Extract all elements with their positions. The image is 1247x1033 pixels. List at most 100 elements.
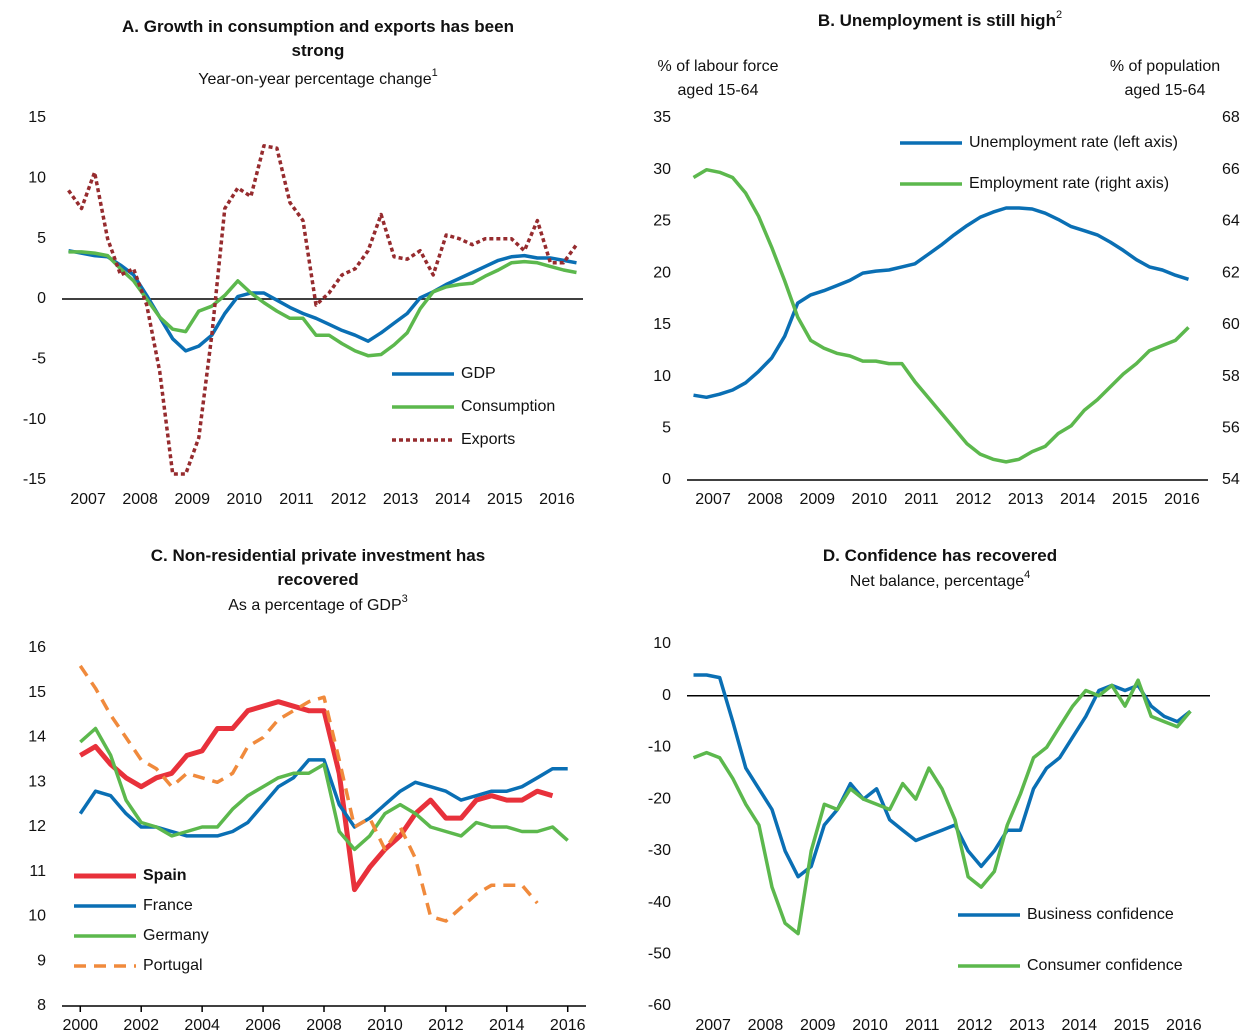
y-tick-label: -30 <box>648 842 671 859</box>
x-tick-label: 2013 <box>383 491 419 508</box>
y-tick-label: 25 <box>653 213 671 230</box>
y-tick-label: 10 <box>28 908 46 925</box>
series-line <box>79 699 554 893</box>
title-text: recovered <box>277 570 358 589</box>
title-text: D. Confidence has recovered <box>823 546 1057 565</box>
y2-tick-label: 60 <box>1222 316 1240 333</box>
chart-title: B. Unemployment is still high2 <box>818 9 1062 31</box>
y-tick-label: 35 <box>653 109 671 126</box>
legend-label: GDP <box>461 365 496 382</box>
title-text: B. Unemployment is still high <box>818 11 1056 30</box>
x-tick-label: 2013 <box>1009 1017 1045 1033</box>
y-tick-label: 10 <box>28 170 46 187</box>
x-tick-label: 2007 <box>695 491 731 508</box>
legend-label: Consumer confidence <box>1027 957 1183 974</box>
x-tick-label: 2011 <box>279 491 314 508</box>
x-tick-label: 2015 <box>1112 491 1148 508</box>
y2-tick-label: 66 <box>1222 161 1240 178</box>
x-tick-label: 2008 <box>747 491 783 508</box>
y2-tick-label: 58 <box>1222 368 1240 385</box>
chart-title: D. Confidence has recovered <box>823 546 1057 565</box>
panel: C. Non-residential private investment ha… <box>28 546 586 1033</box>
x-tick-label: 2008 <box>306 1017 342 1033</box>
y-tick-label: 8 <box>37 997 46 1014</box>
x-tick-label: 2010 <box>852 491 888 508</box>
y-tick-label: 5 <box>662 420 671 437</box>
panel: B. Unemployment is still high2 % of labou… <box>653 9 1240 508</box>
x-tick-label: 2016 <box>539 491 575 508</box>
subtitle-note: 1 <box>432 67 438 79</box>
y-tick-label: 20 <box>653 264 671 281</box>
chart-title: recovered <box>277 570 358 589</box>
x-tick-label: 2009 <box>174 491 210 508</box>
subtitle-text: As a percentage of GDP <box>228 597 401 614</box>
y-tick-label: 10 <box>653 635 671 652</box>
x-tick-label: 2013 <box>1008 491 1044 508</box>
x-tick-label: 2011 <box>904 491 939 508</box>
series-line <box>692 167 1190 464</box>
x-tick-label: 2012 <box>428 1017 464 1033</box>
y-tick-label: -60 <box>648 997 671 1014</box>
series-line <box>693 206 1190 400</box>
y-tick-label: -50 <box>648 946 671 963</box>
x-tick-label: 2007 <box>695 1017 731 1033</box>
subtitle-text: Net balance, percentage <box>850 573 1024 590</box>
chart-title: A. Growth in consumption and exports has… <box>122 17 514 36</box>
y-tick-label: -10 <box>23 411 46 428</box>
y2-tick-label: 54 <box>1222 471 1240 488</box>
legend-label: France <box>143 897 193 914</box>
y-tick-label: 0 <box>662 471 671 488</box>
x-tick-label: 2014 <box>435 491 471 508</box>
y-tick-label: -20 <box>648 790 671 807</box>
chart-subtitle: Year-on-year percentage change1 <box>198 67 437 88</box>
title-text: A. Growth in consumption and exports has… <box>122 17 514 36</box>
y2-axis-label: aged 15-64 <box>1125 82 1206 99</box>
x-tick-label: 2004 <box>184 1017 220 1033</box>
legend-label: Business confidence <box>1027 906 1174 923</box>
y-tick-label: -5 <box>32 351 46 368</box>
chart-subtitle: As a percentage of GDP3 <box>228 593 408 614</box>
y-axis-label: % of labour force <box>658 58 779 75</box>
y2-tick-label: 64 <box>1222 213 1240 230</box>
panel: A. Growth in consumption and exports has… <box>23 17 583 508</box>
legend-label: Consumption <box>461 398 555 415</box>
panel: D. Confidence has recovered Net balance, … <box>648 546 1210 1033</box>
y-tick-label: 13 <box>28 773 46 790</box>
x-tick-label: 2012 <box>331 491 367 508</box>
x-tick-label: 2009 <box>799 491 835 508</box>
series-line <box>79 726 569 852</box>
x-tick-label: 2010 <box>227 491 263 508</box>
legend-label: Unemployment rate (left axis) <box>969 134 1178 151</box>
legend-label: Portugal <box>143 957 203 974</box>
x-tick-label: 2010 <box>852 1017 888 1033</box>
legend-label: Employment rate (right axis) <box>969 175 1169 192</box>
y-tick-label: 0 <box>37 290 46 307</box>
x-tick-label: 2000 <box>62 1017 98 1033</box>
y-tick-label: 10 <box>653 368 671 385</box>
y-tick-label: -10 <box>648 739 671 756</box>
subtitle-note: 3 <box>402 593 408 605</box>
title-text: strong <box>292 41 345 60</box>
y-tick-label: 15 <box>28 684 46 701</box>
x-tick-label: 2016 <box>1164 491 1200 508</box>
x-tick-label: 2016 <box>550 1017 586 1033</box>
x-tick-label: 2011 <box>905 1017 940 1033</box>
y-tick-label: 0 <box>662 687 671 704</box>
series-line <box>67 144 578 476</box>
y-tick-label: -40 <box>648 894 671 911</box>
subtitle-note: 4 <box>1024 569 1030 581</box>
y-tick-label: 9 <box>37 952 46 969</box>
chart-subtitle: Net balance, percentage4 <box>850 569 1030 590</box>
legend-label: Spain <box>143 867 187 884</box>
y2-tick-label: 62 <box>1222 264 1240 281</box>
x-tick-label: 2014 <box>1060 491 1096 508</box>
x-tick-label: 2008 <box>748 1017 784 1033</box>
legend-label: Exports <box>461 431 515 448</box>
y2-tick-label: 68 <box>1222 109 1240 126</box>
x-tick-label: 2016 <box>1166 1017 1202 1033</box>
y-tick-label: 5 <box>37 230 46 247</box>
y-tick-label: 11 <box>29 863 46 880</box>
x-tick-label: 2009 <box>800 1017 836 1033</box>
y2-tick-label: 56 <box>1222 420 1240 437</box>
